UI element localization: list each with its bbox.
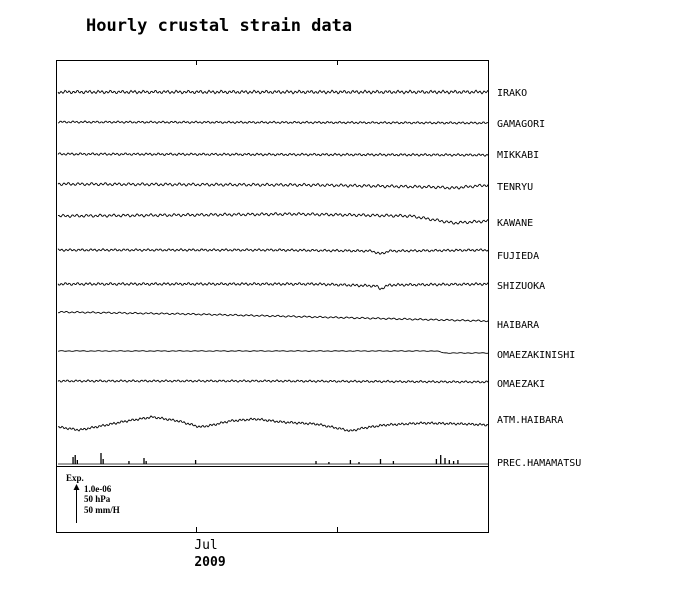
legend-arrow-head [73, 484, 80, 490]
series-label-irako: IRAKO [497, 88, 527, 99]
series-line-mikkabi [57, 152, 489, 157]
series-line-irako [57, 89, 489, 95]
series-label-prec-hamamatsu: PREC.HAMAMATSU [497, 458, 581, 469]
series-line-tenryu [57, 182, 489, 190]
series-line-haibara [57, 310, 489, 323]
plot-frame [56, 60, 489, 533]
series-label-fujieda: FUJIEDA [497, 251, 539, 262]
x-year-label: 2009 [194, 555, 225, 570]
chart-title: Hourly crustal strain data [86, 16, 352, 36]
x-ticks [196, 60, 338, 532]
series-label-tenryu: TENRYU [497, 182, 533, 193]
series-label-omaezaki: OMAEZAKI [497, 379, 545, 390]
legend-scale-strain: 1.0e-06 [84, 484, 112, 494]
precip-bars [58, 453, 488, 465]
series-label-haibara: HAIBARA [497, 320, 539, 331]
series-line-omaezaki [57, 379, 489, 384]
series-line-omaezakinishi [57, 350, 489, 354]
series-label-mikkabi: MIKKABI [497, 150, 539, 161]
legend-scale-precip: 50 mm/H [84, 505, 120, 515]
scale-legend: Exp. 1.0e-06 50 hPa 50 mm/H [66, 473, 120, 523]
series-label-kawane: KAWANE [497, 218, 533, 229]
series-traces [57, 89, 489, 465]
series-line-kawane [57, 211, 489, 225]
series-line-atm-haibara [57, 415, 489, 432]
series-line-fujieda [57, 248, 489, 255]
x-tick-label-jul: Jul [194, 538, 217, 553]
legend-scale-pressure: 50 hPa [84, 494, 111, 504]
series-label-atm-haibara: ATM.HAIBARA [497, 415, 563, 426]
series-labels: IRAKO GAMAGORI MIKKABI TENRYU KAWANE FUJIEDA S… [497, 88, 581, 469]
series-line-gamagori [57, 120, 489, 125]
series-label-gamagori: GAMAGORI [497, 119, 545, 130]
series-label-omaezakinishi: OMAEZAKINISHI [497, 350, 575, 361]
legend-title: Exp. [66, 473, 84, 483]
series-label-shizuoka: SHIZUOKA [497, 281, 545, 292]
series-line-shizuoka [57, 281, 489, 291]
